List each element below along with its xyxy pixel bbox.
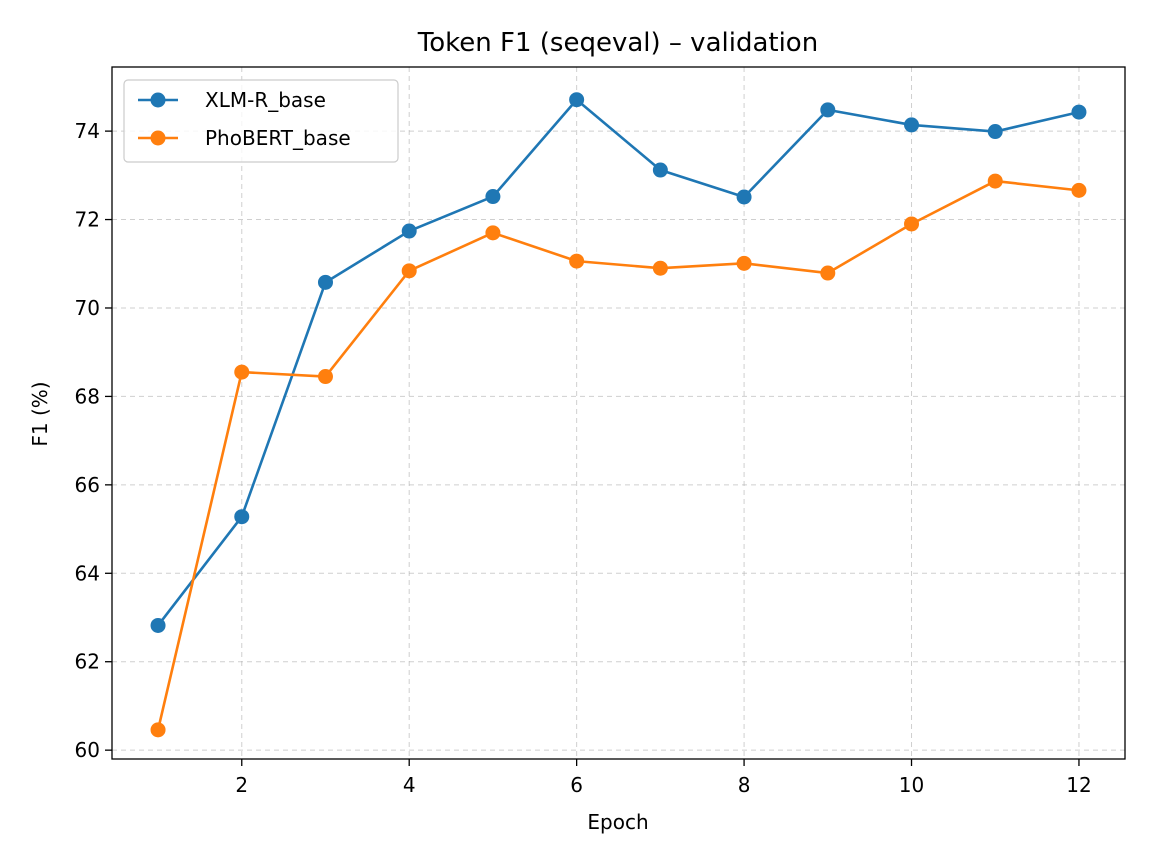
series-xlm-r-base [150, 92, 1087, 633]
x-tick-label: 8 [738, 773, 751, 797]
legend-item-xlm-r-base: XLM-R_base [138, 88, 326, 112]
data-point-phobert-base [401, 263, 417, 279]
y-tick-label: 66 [75, 473, 100, 497]
data-point-phobert-base [150, 722, 166, 738]
data-point-phobert-base [987, 173, 1003, 189]
data-point-xlm-r-base [150, 617, 166, 633]
plot-frame [111, 66, 1126, 760]
data-point-xlm-r-base [234, 509, 250, 525]
data-point-xlm-r-base [736, 189, 752, 205]
y-tick-label: 68 [75, 384, 100, 408]
data-point-phobert-base [317, 369, 333, 385]
legend-label: XLM-R_base [205, 88, 326, 112]
y-tick-label: 60 [75, 738, 100, 762]
y-tick-label: 72 [75, 208, 100, 232]
y-tick-label: 64 [75, 561, 100, 585]
y-axis-label: F1 (%) [28, 381, 52, 446]
y-tick-label: 74 [75, 119, 100, 143]
legend-swatch-marker [150, 92, 166, 108]
x-tick-label: 6 [570, 773, 583, 797]
x-tick-label: 2 [235, 773, 248, 797]
data-point-xlm-r-base [820, 102, 836, 118]
x-tick-label: 10 [899, 773, 924, 797]
legend: XLM-R_base PhoBERT_base [123, 79, 399, 163]
data-point-xlm-r-base [317, 274, 333, 290]
data-point-xlm-r-base [987, 124, 1003, 140]
data-point-xlm-r-base [1071, 104, 1087, 120]
data-point-phobert-base [569, 253, 585, 269]
data-point-phobert-base [652, 260, 668, 276]
series-line-phobert-base [156, 179, 1080, 731]
y-tick-label: 62 [75, 650, 100, 674]
series-layer [150, 92, 1087, 738]
x-tick-label: 4 [403, 773, 416, 797]
x-axis-label: Epoch [587, 810, 648, 834]
data-point-phobert-base [904, 216, 920, 232]
grid [112, 67, 1125, 759]
data-point-phobert-base [1071, 182, 1087, 198]
data-point-xlm-r-base [569, 92, 585, 108]
data-point-phobert-base [736, 255, 752, 271]
series-line-xlm-r-base [157, 98, 1080, 627]
legend-item-phobert-base: PhoBERT_base [138, 126, 351, 150]
data-point-phobert-base [485, 225, 501, 241]
data-point-xlm-r-base [904, 117, 920, 133]
chart-title: Token F1 (seqeval) – validation [417, 28, 818, 58]
data-point-xlm-r-base [485, 189, 501, 205]
series-phobert-base [150, 173, 1087, 738]
data-point-xlm-r-base [401, 223, 417, 239]
legend-swatch-marker [150, 130, 166, 146]
data-point-phobert-base [234, 364, 250, 380]
legend-box [123, 79, 399, 163]
x-tick-label: 12 [1066, 773, 1091, 797]
data-point-phobert-base [820, 265, 836, 281]
legend-label: PhoBERT_base [205, 126, 351, 150]
y-tick-label: 70 [75, 296, 100, 320]
data-point-xlm-r-base [652, 162, 668, 178]
